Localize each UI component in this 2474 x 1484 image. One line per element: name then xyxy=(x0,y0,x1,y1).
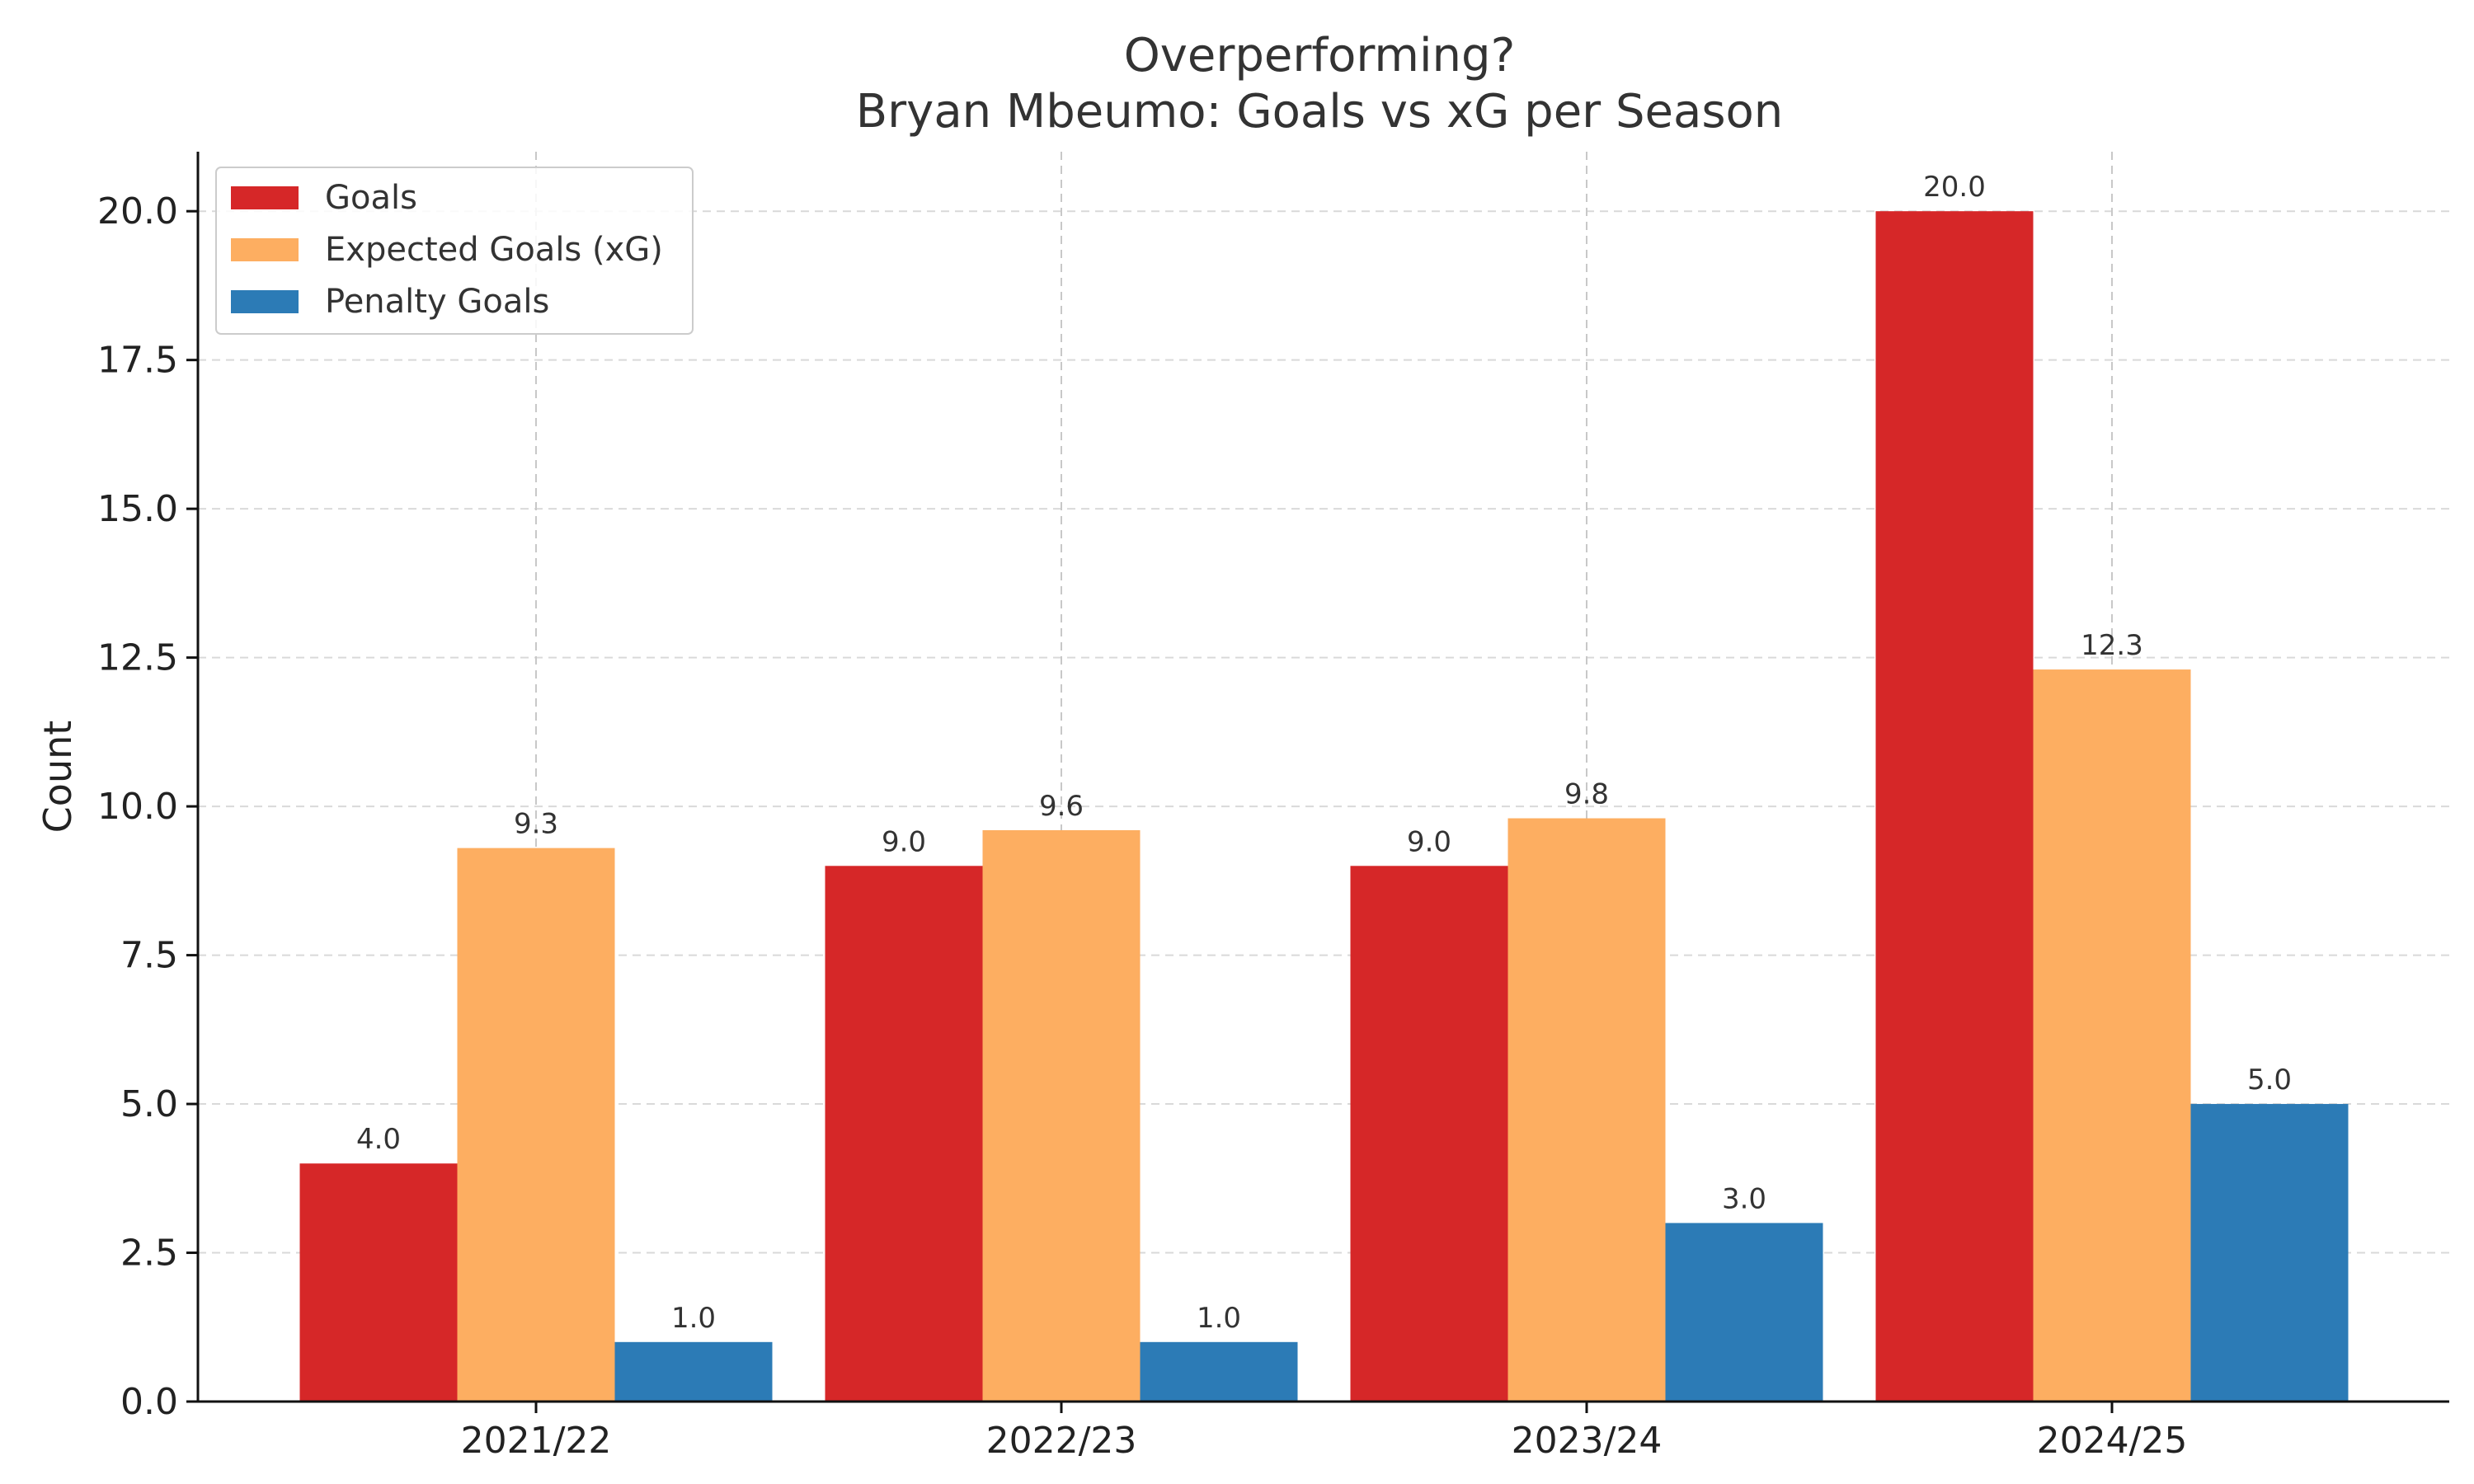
y-tick-label: 10.0 xyxy=(97,786,178,828)
x-tick-label: 2021/22 xyxy=(461,1420,612,1462)
data-label: 9.3 xyxy=(514,808,558,841)
bar-expected-goals-xg-2024-25 xyxy=(2033,669,2191,1402)
bar-penalty-goals-2022-23 xyxy=(1140,1341,1298,1402)
bar-goals-2023-24 xyxy=(1350,866,1508,1402)
bars-layer xyxy=(299,211,2349,1402)
data-label: 12.3 xyxy=(2081,629,2143,662)
data-label: 3.0 xyxy=(1722,1182,1766,1215)
bar-expected-goals-xg-2022-23 xyxy=(982,829,1141,1402)
x-tick-label: 2022/23 xyxy=(986,1420,1137,1462)
data-label: 1.0 xyxy=(1197,1302,1241,1335)
y-tick-label: 2.5 xyxy=(120,1233,178,1275)
legend-label: Expected Goals (xG) xyxy=(325,231,663,269)
data-label: 4.0 xyxy=(356,1123,401,1156)
data-label: 9.8 xyxy=(1564,778,1609,811)
axes-layer: 0.0 2.5 5.0 7.5 10.0 12.5 15.0 17.5 20.0 2021/22 2… xyxy=(97,152,2449,1462)
chart-subtitle: Bryan Mbeumo: Goals vs xG per Season xyxy=(856,85,1784,139)
y-tick-label: 5.0 xyxy=(120,1083,178,1125)
legend-frame xyxy=(215,167,694,335)
legend-label: Goals xyxy=(325,179,417,217)
data-label: 5.0 xyxy=(2247,1064,2292,1097)
data-label: 20.0 xyxy=(1923,171,1986,204)
data-labels-layer: 4.0 9.0 9.0 20.0 9.3 9.6 9.8 12.3 1.0 1.0 3.0 5.0 xyxy=(356,171,2292,1335)
bar-goals-2021-22 xyxy=(299,1163,458,1402)
bar-penalty-goals-2024-25 xyxy=(2190,1104,2349,1402)
bar-expected-goals-xg-2021-22 xyxy=(457,848,615,1402)
bar-penalty-goals-2021-22 xyxy=(614,1341,773,1402)
y-tick-label: 17.5 xyxy=(97,340,178,382)
x-tick-label: 2023/24 xyxy=(1512,1420,1663,1462)
data-label: 9.0 xyxy=(1407,825,1451,858)
data-label: 9.6 xyxy=(1039,790,1084,823)
bar-goals-2022-23 xyxy=(825,866,983,1402)
y-tick-label: 7.5 xyxy=(120,935,178,977)
chart-title: Overperforming? xyxy=(1124,29,1516,82)
y-tick-label: 15.0 xyxy=(97,488,178,530)
y-tick-label: 20.0 xyxy=(97,190,178,232)
x-tick-label: 2024/25 xyxy=(2037,1420,2188,1462)
legend: Goals Expected Goals (xG) Penalty Goals xyxy=(215,167,694,335)
data-label: 9.0 xyxy=(882,825,926,858)
legend-swatch xyxy=(231,186,299,209)
y-axis-label: Count xyxy=(35,721,80,834)
legend-swatch xyxy=(231,238,299,261)
bar-penalty-goals-2023-24 xyxy=(1665,1223,1823,1402)
legend-swatch xyxy=(231,290,299,313)
legend-label: Penalty Goals xyxy=(325,283,549,321)
bar-goals-2024-25 xyxy=(1875,211,2034,1402)
y-tick-label: 12.5 xyxy=(97,637,178,679)
data-label: 1.0 xyxy=(671,1302,716,1335)
y-tick-label: 0.0 xyxy=(120,1381,178,1423)
bar-expected-goals-xg-2023-24 xyxy=(1507,818,1666,1402)
